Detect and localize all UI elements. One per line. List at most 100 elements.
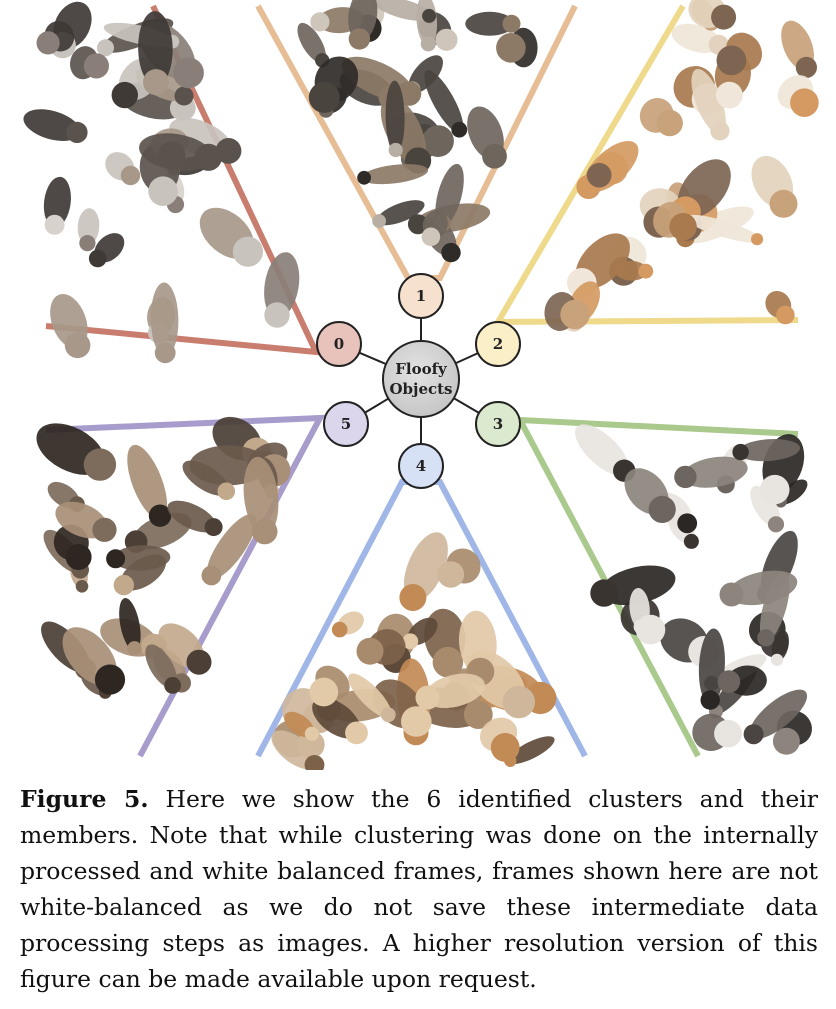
cat-image: [759, 572, 790, 642]
cat-image-head: [120, 165, 141, 186]
cluster-1-images: [297, 0, 538, 263]
cat-image: [360, 164, 429, 185]
cat-image-head: [372, 214, 386, 228]
cluster-0-images: [23, 1, 300, 364]
cat-image-head: [463, 700, 493, 729]
cat-image: [376, 200, 425, 226]
cluster-node-0: 0: [316, 321, 362, 367]
cat-image-head: [590, 579, 618, 607]
cat-image-head: [776, 305, 795, 325]
cat-image: [145, 644, 178, 689]
cat-image-head: [164, 677, 182, 694]
cat-image-head: [683, 533, 699, 549]
cat-image-head: [44, 214, 65, 235]
cat-image-head: [421, 227, 441, 247]
cat-image-head: [700, 690, 720, 710]
cat-image-head: [401, 706, 432, 737]
cat-image-head: [790, 88, 819, 117]
svg-text:1: 1: [416, 287, 426, 305]
cat-image-head: [194, 143, 222, 171]
cat-image-head: [795, 56, 818, 78]
cat-image-head: [482, 143, 507, 169]
cat-image-head: [388, 142, 403, 158]
cat-image: [119, 598, 141, 651]
cat-image-head: [148, 504, 172, 527]
cluster-4-sector: [255, 479, 588, 770]
caption-text: Here we show the 6 identified clusters a…: [20, 785, 818, 993]
cat-image-head: [420, 36, 436, 52]
cat-image-head: [490, 733, 520, 762]
cat-image-head: [757, 629, 775, 647]
svg-text:0: 0: [334, 335, 344, 353]
cluster-node-5: 5: [323, 401, 369, 447]
cat-image-head: [441, 242, 461, 263]
cat-image-head: [304, 726, 319, 741]
cat-image: [385, 80, 405, 154]
svg-text:5: 5: [341, 415, 351, 433]
cat-image-head: [714, 719, 742, 748]
center-hub: Floofy Objects: [382, 340, 460, 418]
cat-image: [507, 736, 555, 765]
cat-image-head: [331, 621, 348, 638]
cat-image-head: [65, 544, 92, 570]
cat-image: [691, 68, 726, 135]
cat-image-head: [92, 517, 117, 542]
cat-image-head: [710, 121, 730, 141]
cat-image: [682, 456, 748, 488]
cat-image-head: [437, 561, 465, 588]
cluster-1-sector: [255, 0, 578, 281]
cat-image: [465, 11, 514, 36]
cat-image-head: [751, 233, 764, 246]
cat-image: [575, 424, 629, 476]
cat-image-head: [432, 646, 464, 678]
cat-image-head: [715, 81, 743, 109]
cat-image-head: [560, 299, 590, 330]
cat-image-head: [648, 495, 676, 523]
cat-image-head: [201, 565, 222, 586]
cat-image-head: [308, 81, 340, 113]
cat-image-head: [435, 28, 458, 51]
cat-image-head: [772, 727, 800, 755]
svg-text:2: 2: [493, 335, 503, 353]
cat-image: [167, 500, 217, 533]
cat-image-head: [716, 45, 747, 76]
center-label-line2: Objects: [389, 380, 452, 398]
svg-text:4: 4: [416, 457, 426, 475]
cat-image: [424, 70, 464, 134]
cat-image: [77, 208, 100, 245]
cat-image: [112, 545, 171, 571]
cat-image-head: [674, 465, 697, 489]
cluster-0-line: [45, 4, 321, 356]
cluster-3-images: [575, 424, 812, 755]
cat-image-head: [79, 235, 96, 252]
cat-image-head: [251, 518, 278, 545]
caption-label: Figure 5.: [20, 785, 149, 813]
cat-image-head: [502, 14, 521, 33]
cluster-node-4: 4: [398, 443, 444, 489]
cat-image-head: [64, 332, 91, 359]
cat-image-head: [83, 53, 109, 79]
cat-image: [43, 176, 71, 228]
cat-image: [138, 11, 173, 86]
cluster-2-images: [544, 0, 819, 332]
svg-text:3: 3: [493, 415, 503, 433]
cat-image: [685, 214, 761, 243]
cat-image-head: [638, 263, 654, 279]
cat-image: [629, 587, 650, 629]
cat-image-head: [88, 249, 107, 268]
cat-image: [127, 444, 168, 520]
cat-image: [348, 673, 392, 718]
cat-image-head: [186, 649, 212, 675]
cat-image: [150, 282, 179, 357]
cat-image: [435, 163, 464, 227]
cat-image: [750, 485, 781, 527]
cat-image-head: [717, 670, 741, 693]
cat-image-head: [399, 584, 427, 611]
cat-image-head: [711, 4, 737, 30]
cat-image: [243, 456, 279, 536]
cat-image-head: [75, 580, 89, 593]
cat-image-head: [760, 474, 790, 505]
cluster-5-sector: [36, 414, 326, 758]
cat-image-head: [422, 8, 437, 23]
cat-image: [373, 0, 433, 21]
